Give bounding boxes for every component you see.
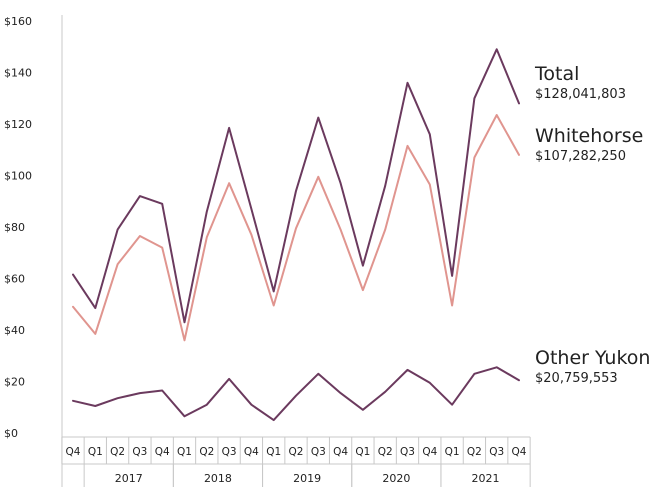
year-label: 2018 xyxy=(204,472,232,485)
x-tick-label: Q3 xyxy=(132,446,147,458)
x-tick-label: Q2 xyxy=(289,446,304,458)
x-tick-label: Q2 xyxy=(110,446,125,458)
series-value-label: $20,759,553 xyxy=(535,371,618,386)
series-line-total xyxy=(72,48,520,324)
year-label: 2017 xyxy=(115,472,143,485)
x-tick-label: Q4 xyxy=(333,446,348,458)
x-tick-label: Q4 xyxy=(244,446,259,458)
y-tick-label: $20 xyxy=(4,376,25,389)
series-value-label: $107,282,250 xyxy=(535,149,626,164)
series-name-label: Other Yukon xyxy=(535,347,650,369)
x-tick-label: Q1 xyxy=(355,446,370,458)
y-tick-label: $40 xyxy=(4,324,25,337)
y-tick-label: $140 xyxy=(4,67,32,80)
x-tick-label: Q3 xyxy=(489,446,504,458)
y-tick-label: $160 xyxy=(4,15,32,28)
x-tick-label: Q2 xyxy=(378,446,393,458)
x-tick-label: Q4 xyxy=(422,446,437,458)
series-line-whitehorse xyxy=(72,114,520,342)
x-axis: Q4 Q1 Q2 Q3 Q4 Q1 Q2 Q3 Q4 Q1 Q2 Q3 Q4 Q1 Q2 Q3 Q4 Q1 Q2 Q3… xyxy=(61,436,531,487)
x-tick-label: Q1 xyxy=(88,446,103,458)
x-tick-label: Q4 xyxy=(512,446,527,458)
x-tick-label: Q2 xyxy=(467,446,482,458)
x-tick-label: Q1 xyxy=(177,446,192,458)
series-name-label: Whitehorse xyxy=(535,125,643,147)
series-layer xyxy=(72,48,520,422)
y-tick-label: $100 xyxy=(4,170,32,183)
x-tick-label: Q3 xyxy=(311,446,326,458)
year-label: 2019 xyxy=(293,472,321,485)
y-tick-label: $80 xyxy=(4,221,25,234)
series-name-label: Total xyxy=(534,63,579,85)
x-tick-label: Q2 xyxy=(199,446,214,458)
y-axis: $0 $20 $40 $60 $80 $100 $120 $140 $160 xyxy=(4,15,63,487)
y-tick-label: $60 xyxy=(4,273,25,286)
year-label: 2020 xyxy=(382,472,410,485)
x-tick-label: Q4 xyxy=(155,446,170,458)
year-label: 2021 xyxy=(472,472,500,485)
x-tick-label: Q1 xyxy=(445,446,460,458)
series-line-other-yukon xyxy=(72,366,520,422)
x-tick-label: Q3 xyxy=(400,446,415,458)
x-tick-label: Q4 xyxy=(66,446,81,458)
y-tick-label: $120 xyxy=(4,118,32,131)
x-tick-label: Q1 xyxy=(266,446,281,458)
y-tick-label: $0 xyxy=(4,427,18,440)
x-tick-label: Q3 xyxy=(222,446,237,458)
series-labels: Total $128,041,803 Whitehorse $107,282,250 O… xyxy=(534,63,650,386)
series-value-label: $128,041,803 xyxy=(535,87,626,102)
